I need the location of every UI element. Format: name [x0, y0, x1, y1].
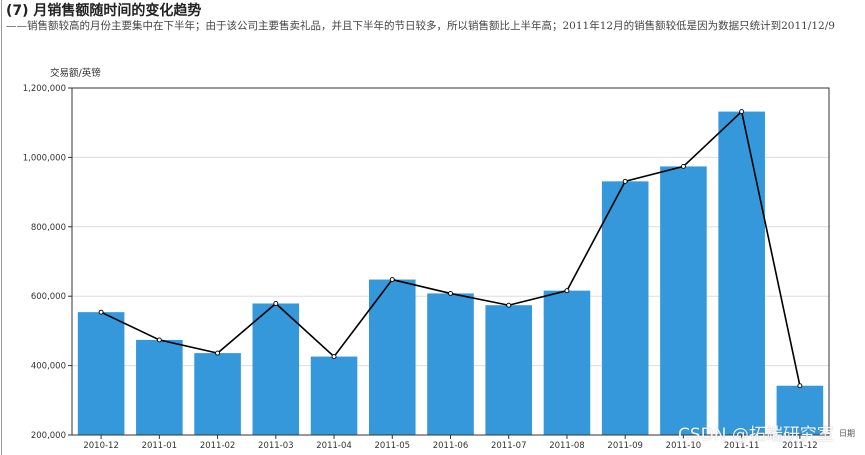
bar — [368, 279, 416, 435]
chart-subtitle: ——销售额较高的月份主要集中在下半年；由于该公司主要售卖礼品，并且下半年的节日较… — [6, 20, 835, 32]
trend-line — [98, 109, 803, 389]
line-point — [331, 354, 337, 360]
x-tick-label: 2011-07 — [491, 441, 527, 451]
line-point — [680, 163, 686, 169]
x-tick-label: 2011-12 — [782, 441, 818, 451]
x-tick-label: 2011-03 — [258, 441, 294, 451]
y-tick-label: 600,000 — [31, 292, 66, 302]
watermark: CSDN @拓端研究室 — [678, 425, 834, 445]
x-tick-label: 2011-09 — [607, 441, 643, 451]
bar — [485, 305, 533, 435]
x-tick-label: 2011-04 — [316, 441, 352, 451]
line-point — [622, 178, 628, 184]
x-tick-label: 2011-08 — [549, 441, 585, 451]
line-point — [389, 277, 395, 282]
bar — [601, 181, 649, 435]
left-border — [1, 0, 2, 455]
bar — [310, 356, 358, 435]
bar — [543, 290, 591, 435]
line-point — [98, 309, 104, 315]
bar — [427, 293, 474, 435]
y-axis-ticks: 200,000 400,000 600,000 800,000 1,000,000 1,2… — [23, 84, 72, 441]
bar — [194, 353, 241, 435]
line-point — [156, 337, 162, 343]
line-point — [506, 302, 512, 308]
bar — [776, 385, 824, 435]
y-tick-label: 400,000 — [31, 362, 66, 372]
line-point — [448, 290, 453, 296]
x-tick-label: 2011-05 — [375, 441, 411, 451]
line-point — [215, 350, 221, 356]
bar — [660, 166, 707, 435]
x-tick-label: 2011-01 — [142, 441, 178, 451]
x-tick-label: 2011-10 — [666, 441, 702, 451]
x-axis-label: 日期 — [839, 429, 855, 438]
y-axis-label: 交易额/英镑 — [50, 67, 101, 79]
bar — [252, 303, 300, 435]
x-axis-ticks: 2010-12 2011-01 2011-02 2011-03 2011-04 2011-… — [83, 435, 818, 451]
x-tick-label: 2011-06 — [433, 441, 469, 451]
chart-title: (7) 月销售额随时间的变化趋势 — [6, 3, 202, 19]
line-point — [739, 109, 745, 115]
y-tick-label: 200,000 — [31, 431, 66, 441]
plot-frame — [71, 87, 830, 436]
bar — [718, 111, 765, 435]
bar — [77, 312, 125, 435]
line-point — [273, 301, 279, 306]
line-point — [797, 383, 803, 389]
y-tick-label: 1,000,000 — [23, 153, 66, 163]
y-tick-label: 800,000 — [31, 223, 66, 233]
line-point — [564, 288, 570, 294]
y-tick-label: 1,200,000 — [23, 84, 66, 94]
x-tick-label: 2011-11 — [724, 441, 760, 451]
x-tick-label: 2011-02 — [200, 441, 236, 451]
x-tick-label: 2010-12 — [83, 441, 119, 451]
bars — [77, 111, 824, 435]
bar — [136, 339, 183, 435]
